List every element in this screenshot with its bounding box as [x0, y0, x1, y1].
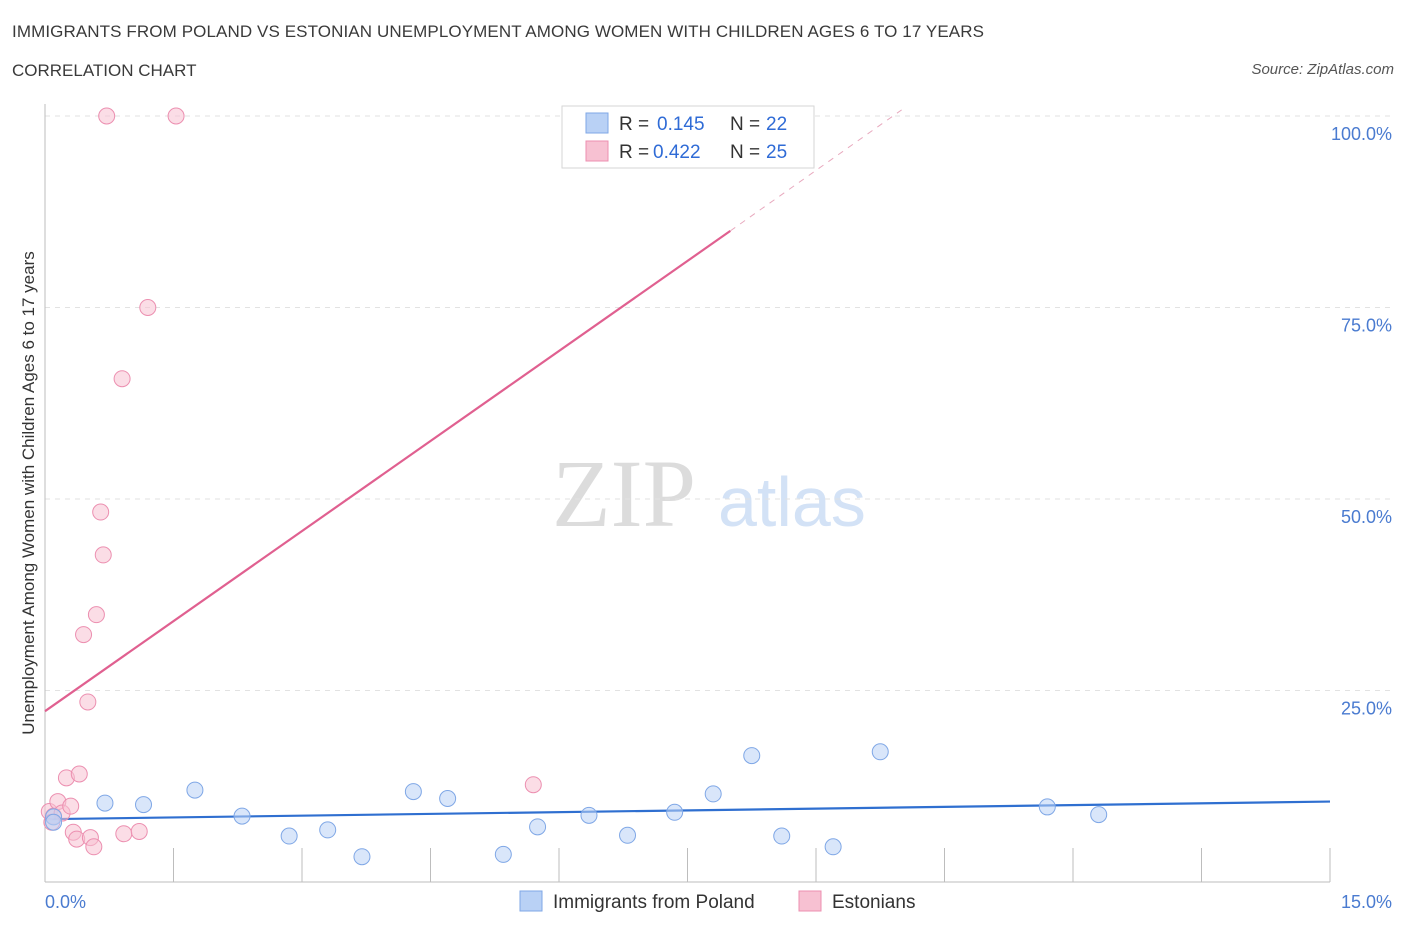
bottom-legend-label-estonians: Estonians	[832, 892, 915, 913]
watermark-atlas: atlas	[718, 463, 866, 541]
y-axis-label: Unemployment Among Women with Children A…	[19, 251, 38, 735]
point-estonians	[92, 503, 110, 521]
point-poland	[1090, 806, 1108, 824]
legend-r-value-2: 0.422	[653, 142, 701, 163]
trend-line-estonians	[44, 229, 731, 713]
point-poland	[666, 803, 684, 821]
point-estonians	[115, 825, 133, 843]
y-tick-label: 75.0%	[1341, 316, 1392, 336]
point-estonians	[113, 370, 131, 388]
axes: 25.0% 50.0% 75.0% 100.0% 0.0% 15.0%	[44, 104, 1392, 912]
point-poland	[1038, 798, 1056, 816]
legend-swatch-poland	[585, 112, 609, 134]
y-tick-label: 25.0%	[1341, 699, 1392, 719]
point-poland	[135, 796, 153, 814]
point-estonians	[167, 107, 185, 125]
point-poland	[494, 845, 512, 863]
grid	[45, 115, 1392, 691]
point-poland	[233, 807, 251, 825]
y-tick-label: 50.0%	[1341, 507, 1392, 527]
legend-n-value-2: 25	[766, 142, 787, 163]
bottom-legend: Immigrants from Poland Estonians	[519, 890, 915, 913]
legend-r-value-1: 0.145	[657, 114, 705, 135]
point-poland	[619, 826, 637, 844]
legend-n-label-1: N =	[730, 114, 760, 135]
bottom-legend-swatch-estonians	[798, 890, 822, 912]
legend-r-label-1: R =	[619, 114, 649, 135]
point-poland	[404, 783, 422, 801]
bottom-legend-swatch-poland	[519, 890, 543, 912]
point-estonians	[98, 107, 116, 125]
chart-subtitle: CORRELATION CHART	[12, 61, 197, 80]
legend-n-value-1: 22	[766, 114, 787, 135]
chart-title: IMMIGRANTS FROM POLAND VS ESTONIAN UNEMP…	[12, 22, 985, 41]
legend-r-label-2: R =	[619, 142, 649, 163]
watermark-zip: ZIP	[552, 440, 696, 547]
legend-swatch-estonians	[585, 140, 609, 162]
point-poland	[319, 821, 337, 839]
x-tick-label-start: 0.0%	[45, 892, 86, 912]
point-estonians	[524, 776, 542, 794]
source-credit: Source: ZipAtlas.com	[1251, 61, 1394, 78]
top-legend: R = 0.145 N = 22 R = 0.422 N = 25	[561, 105, 815, 169]
point-estonians	[130, 822, 148, 840]
trend-line-poland	[44, 800, 1331, 821]
legend-n-label-2: N =	[730, 142, 760, 163]
point-estonians	[70, 765, 88, 783]
point-poland	[824, 838, 842, 856]
point-poland	[704, 785, 722, 803]
point-poland	[743, 747, 761, 765]
point-poland	[280, 827, 298, 845]
point-poland	[439, 790, 457, 808]
y-tick-label: 100.0%	[1331, 124, 1392, 144]
point-estonians	[94, 546, 112, 564]
point-poland	[580, 806, 598, 824]
point-poland	[45, 813, 63, 831]
trend-lines	[44, 109, 1331, 821]
point-estonians	[85, 838, 103, 856]
point-estonians	[62, 797, 80, 815]
point-estonians	[139, 299, 157, 316]
point-estonians	[79, 693, 97, 711]
point-estonians	[75, 626, 93, 644]
point-poland	[871, 743, 889, 761]
bottom-legend-label-poland: Immigrants from Poland	[553, 892, 755, 913]
point-poland	[773, 827, 791, 845]
x-tick-label-end: 15.0%	[1341, 892, 1392, 912]
point-poland	[96, 794, 114, 812]
point-poland	[353, 848, 371, 866]
point-estonians	[87, 606, 105, 624]
point-poland	[529, 818, 547, 836]
point-poland	[186, 781, 204, 799]
